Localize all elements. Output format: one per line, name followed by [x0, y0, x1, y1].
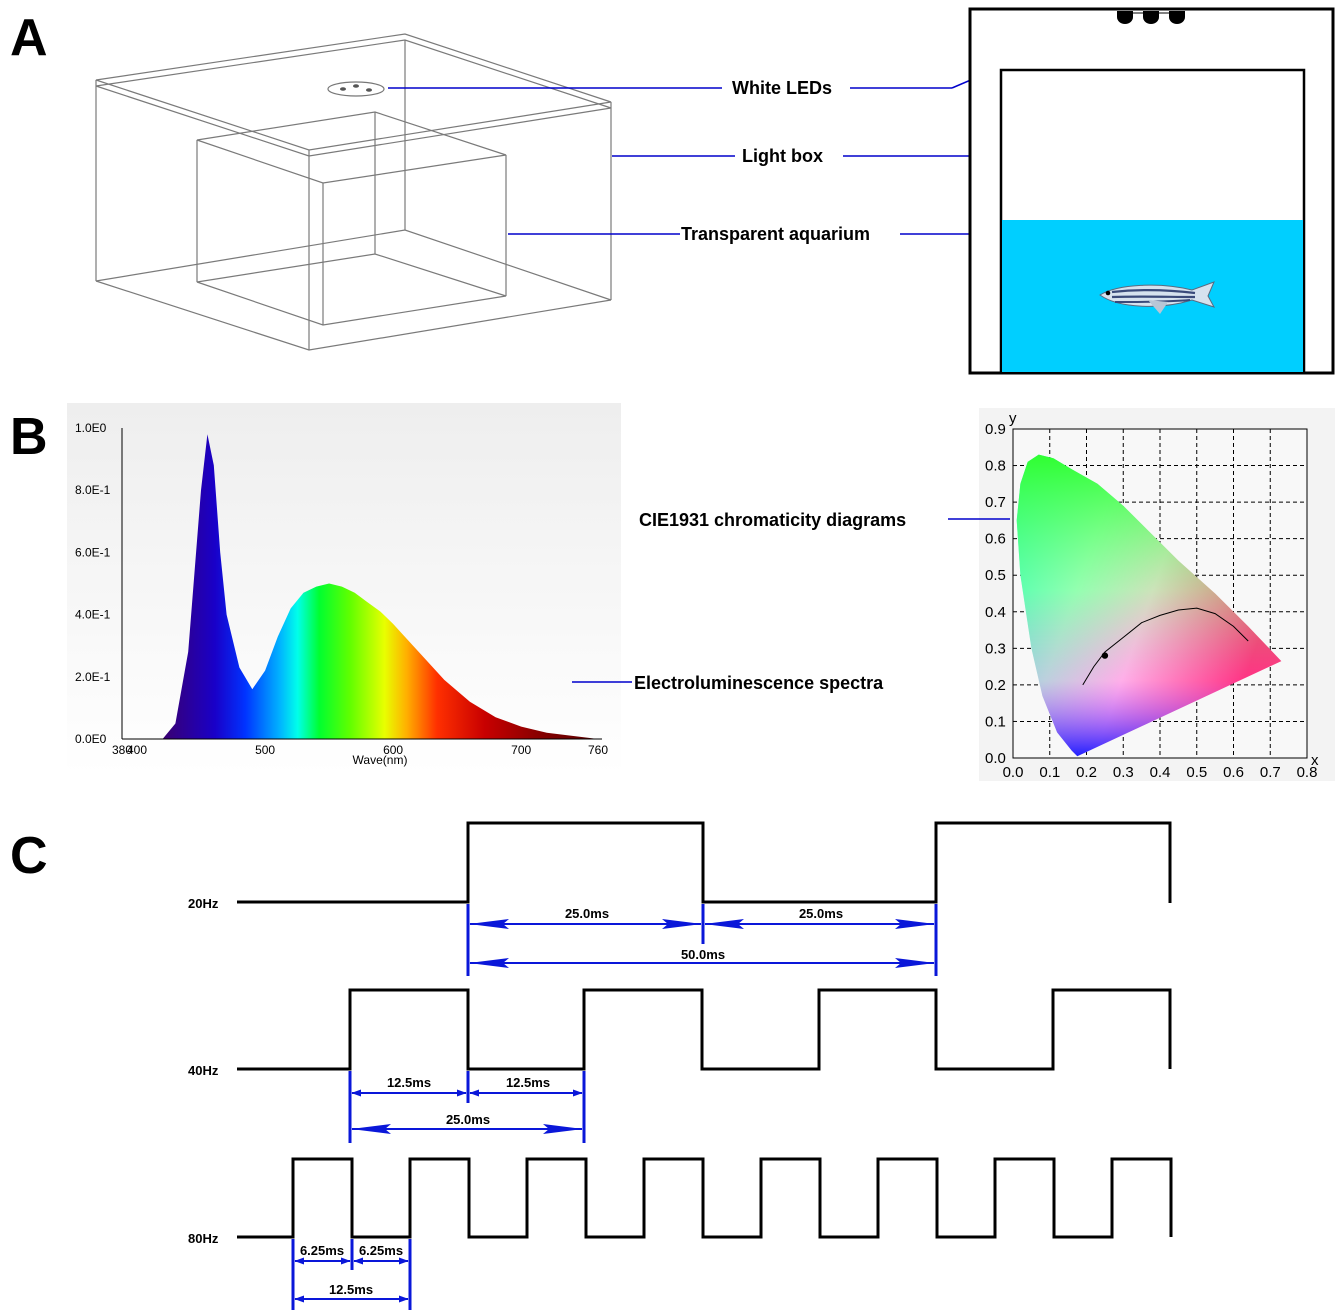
dimension-label: 25.0ms: [799, 906, 843, 921]
dimension-label: 6.25ms: [300, 1243, 344, 1258]
signal-label-20hz: 20Hz: [188, 896, 219, 911]
spectrum-y-tick-label: 6.0E-1: [75, 545, 111, 559]
led-disc: [327, 81, 385, 97]
cie-y-tick-label: 0.1: [985, 713, 1006, 730]
spectrum-y-tick-label: 2.0E-1: [75, 670, 111, 684]
signal-40hz: 40Hz 12.5ms 12.5ms 25.0ms: [188, 988, 1172, 1143]
panel-c-letter: C: [10, 827, 48, 885]
cie-gamut-overlay: [1016, 454, 1282, 757]
cie-x-tick-label: 0.4: [1150, 764, 1171, 781]
cie-y-tick-label: 0.9: [985, 421, 1006, 438]
square-wave-80hz: [237, 1157, 1173, 1239]
panel-b-letter: B: [10, 408, 48, 466]
cie-y-tick-label: 0.2: [985, 677, 1006, 694]
light-box-3d-drawing: [95, 33, 612, 351]
white-point-marker: [1101, 652, 1109, 659]
signal-80hz: 80Hz 6.25ms 6.25ms 12.5ms: [188, 1157, 1173, 1310]
cie-y-tick-label: 0.0: [985, 750, 1006, 767]
spectrum-x-tick-label: 760: [588, 743, 608, 757]
square-wave-20hz: [237, 821, 1172, 904]
spectrum-y-tick-label: 0.0E0: [75, 732, 107, 746]
cie-y-tick-label: 0.5: [985, 567, 1006, 584]
cie-x-tick-label: 0.1: [1039, 764, 1060, 781]
panel-a-letter: A: [10, 9, 48, 67]
cie-x-tick-label: 0.5: [1186, 764, 1207, 781]
panel-b: B 0.0E0 2.0E-1 4.0E-1 6.0E-1 8.0E-1 1.0E0 380…: [10, 403, 1335, 781]
spectrum-x-tick-label: 380: [112, 743, 132, 757]
led-strip: [1117, 11, 1185, 24]
dimension-label: 12.5ms: [506, 1075, 550, 1090]
cie-x-tick-label: 0.8: [1297, 764, 1318, 781]
spectrum-y-tick-label: 4.0E-1: [75, 608, 111, 622]
signal-label-80hz: 80Hz: [188, 1231, 219, 1246]
cie-chart: 0.0 0.1 0.2 0.3 0.4 0.5 0.6 0.7 0.8 0.9 0.0 0.1 0.2…: [979, 408, 1335, 781]
panel-a: A: [10, 7, 1335, 375]
callout-light-box: Light box: [742, 146, 823, 166]
dimension-label: 25.0ms: [565, 906, 609, 921]
callout-electroluminescence-spectra: Electroluminescence spectra: [634, 673, 884, 693]
callout-white-leds: White LEDs: [732, 78, 832, 98]
cie-y-tick-label: 0.4: [985, 604, 1006, 621]
cie-y-tick-label: 0.3: [985, 640, 1006, 657]
dimension-label: 6.25ms: [359, 1243, 403, 1258]
dimension-label: 25.0ms: [446, 1112, 490, 1127]
spectrum-x-tick-label: 700: [511, 743, 531, 757]
light-box-cross-section: [968, 7, 1335, 375]
spectrum-area: [162, 434, 598, 739]
signal-20hz: 20Hz 25.0ms 25.0ms 50.0ms: [188, 821, 1172, 976]
cie-y-axis-label: y: [1009, 410, 1017, 427]
cie-x-tick-label: 0.0: [1003, 764, 1024, 781]
square-wave-40hz: [237, 988, 1172, 1071]
spectrum-y-tick-label: 1.0E0: [75, 421, 107, 435]
dimension-label: 12.5ms: [329, 1282, 373, 1297]
cie-y-tick-label: 0.8: [985, 458, 1006, 475]
spectrum-x-tick-label: 500: [255, 743, 275, 757]
spectrum-y-tick-label: 8.0E-1: [75, 483, 111, 497]
cie-x-tick-label: 0.3: [1113, 764, 1134, 781]
panel-c: C 20Hz 25.0ms 25.0ms 50.0ms 40Hz: [10, 821, 1173, 1310]
cie-y-tick-label: 0.7: [985, 494, 1006, 511]
spectrum-x-tick-label: 600: [383, 743, 403, 757]
signal-label-40hz: 40Hz: [188, 1063, 219, 1078]
dimension-label: 12.5ms: [387, 1075, 431, 1090]
dimension-label: 50.0ms: [681, 947, 725, 962]
spectrum-x-tick-label: 400: [127, 743, 147, 757]
cie-x-tick-label: 0.6: [1223, 764, 1244, 781]
spectrum-x-axis-label: Wave(nm): [353, 753, 408, 767]
zebrafish-icon: [1099, 281, 1216, 314]
callout-cie1931: CIE1931 chromaticity diagrams: [639, 510, 906, 530]
cie-y-tick-label: 0.6: [985, 531, 1006, 548]
cie-x-axis-label: x: [1311, 752, 1319, 769]
planckian-locus: [1082, 607, 1249, 686]
callout-transparent-aquarium: Transparent aquarium: [681, 224, 870, 244]
spectrum-chart: 0.0E0 2.0E-1 4.0E-1 6.0E-1 8.0E-1 1.0E0 38040…: [67, 403, 621, 775]
cie-x-tick-label: 0.2: [1076, 764, 1097, 781]
cie-x-tick-label: 0.7: [1260, 764, 1281, 781]
